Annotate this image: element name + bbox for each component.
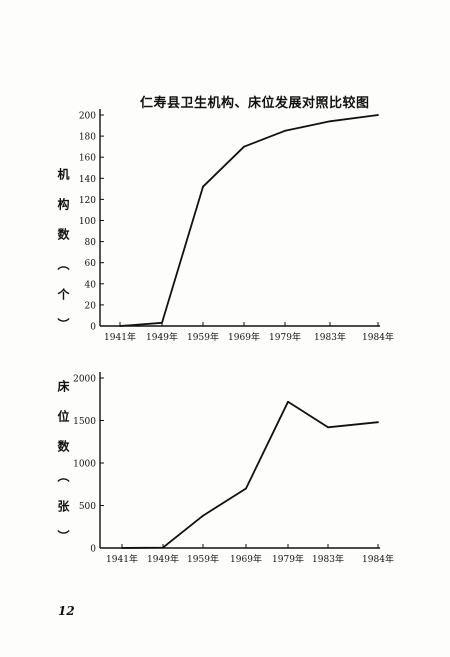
chart1-y-tick-label: 100 [79, 217, 96, 227]
chart1-y-tick-label: 80 [85, 238, 97, 248]
chart1-y-tick-label: 140 [79, 175, 96, 185]
chart1-data-point [202, 185, 204, 188]
chart1-y-tick-label: 60 [85, 259, 97, 269]
chart2-data-point [245, 487, 247, 490]
chart2-y-axis-label: 床位数（张） [56, 380, 70, 560]
chart1-y-tick-label: 20 [85, 301, 97, 311]
chart1-data-point [243, 145, 245, 148]
chart2-x-tick-label: 1959年 [187, 553, 219, 565]
chart1-data-point [161, 321, 163, 324]
chart2-x-tick-label: 1941年 [106, 553, 138, 565]
chart1-y-tick-label: 180 [79, 133, 96, 143]
chart2-x-tick-label: 1983年 [312, 553, 344, 565]
chart1-series-line [119, 114, 379, 327]
chart2-data-point [162, 546, 164, 549]
chart1-y-axis-label: 机构数（个） [56, 168, 70, 348]
chart1-y-tick-label: 120 [79, 196, 96, 206]
chart2-data-point [121, 547, 123, 549]
chart2-y-tick-label: 1000 [73, 460, 96, 470]
chart1-y-tick-label: 200 [79, 112, 96, 122]
chart1-y-tick-label: 0 [90, 323, 96, 333]
chart1-data-point [329, 120, 331, 123]
chart1-x-tick-label: 1969年 [228, 331, 260, 343]
chart2-y-tick-label: 1500 [73, 417, 96, 427]
chart2-x-tick-label: 1949年 [147, 553, 179, 565]
chart2-x-tick-label: 1984年 [362, 553, 394, 565]
chart1-data-point [377, 114, 379, 116]
chart1-x-tick-label: 1941年 [104, 331, 136, 343]
chart1-y-tick-label: 160 [79, 154, 96, 164]
chart1-x-tick-label: 1983年 [314, 331, 346, 343]
chart1-x-tick-label: 1959年 [187, 331, 219, 343]
chart2-y-tick-label: 0 [90, 545, 96, 555]
chart2-data-point [287, 400, 289, 403]
chart1-x-tick-label: 1979年 [269, 331, 301, 343]
chart2-data-point [327, 426, 329, 429]
chart2-data-point [377, 421, 379, 424]
chart1-x-tick-label: 1984年 [362, 331, 394, 343]
chart1-data-point [284, 129, 286, 132]
chart1-x-tick-label: 1949年 [146, 331, 178, 343]
chart1-data-point [119, 325, 121, 327]
page-number: 12 [58, 604, 75, 618]
chart2-x-tick-label: 1979年 [272, 553, 304, 565]
chart1-y-tick-label: 40 [85, 280, 97, 290]
chart2-x-tick-label: 1969年 [230, 553, 262, 565]
chart2-y-tick-label: 2000 [73, 375, 96, 385]
chart2-y-tick-label: 500 [79, 502, 96, 512]
chart2-series-line [121, 400, 379, 549]
chart-title: 仁寿县卫生机构、床位发展对照比较图 [140, 96, 370, 111]
chart2-data-point [202, 514, 204, 517]
